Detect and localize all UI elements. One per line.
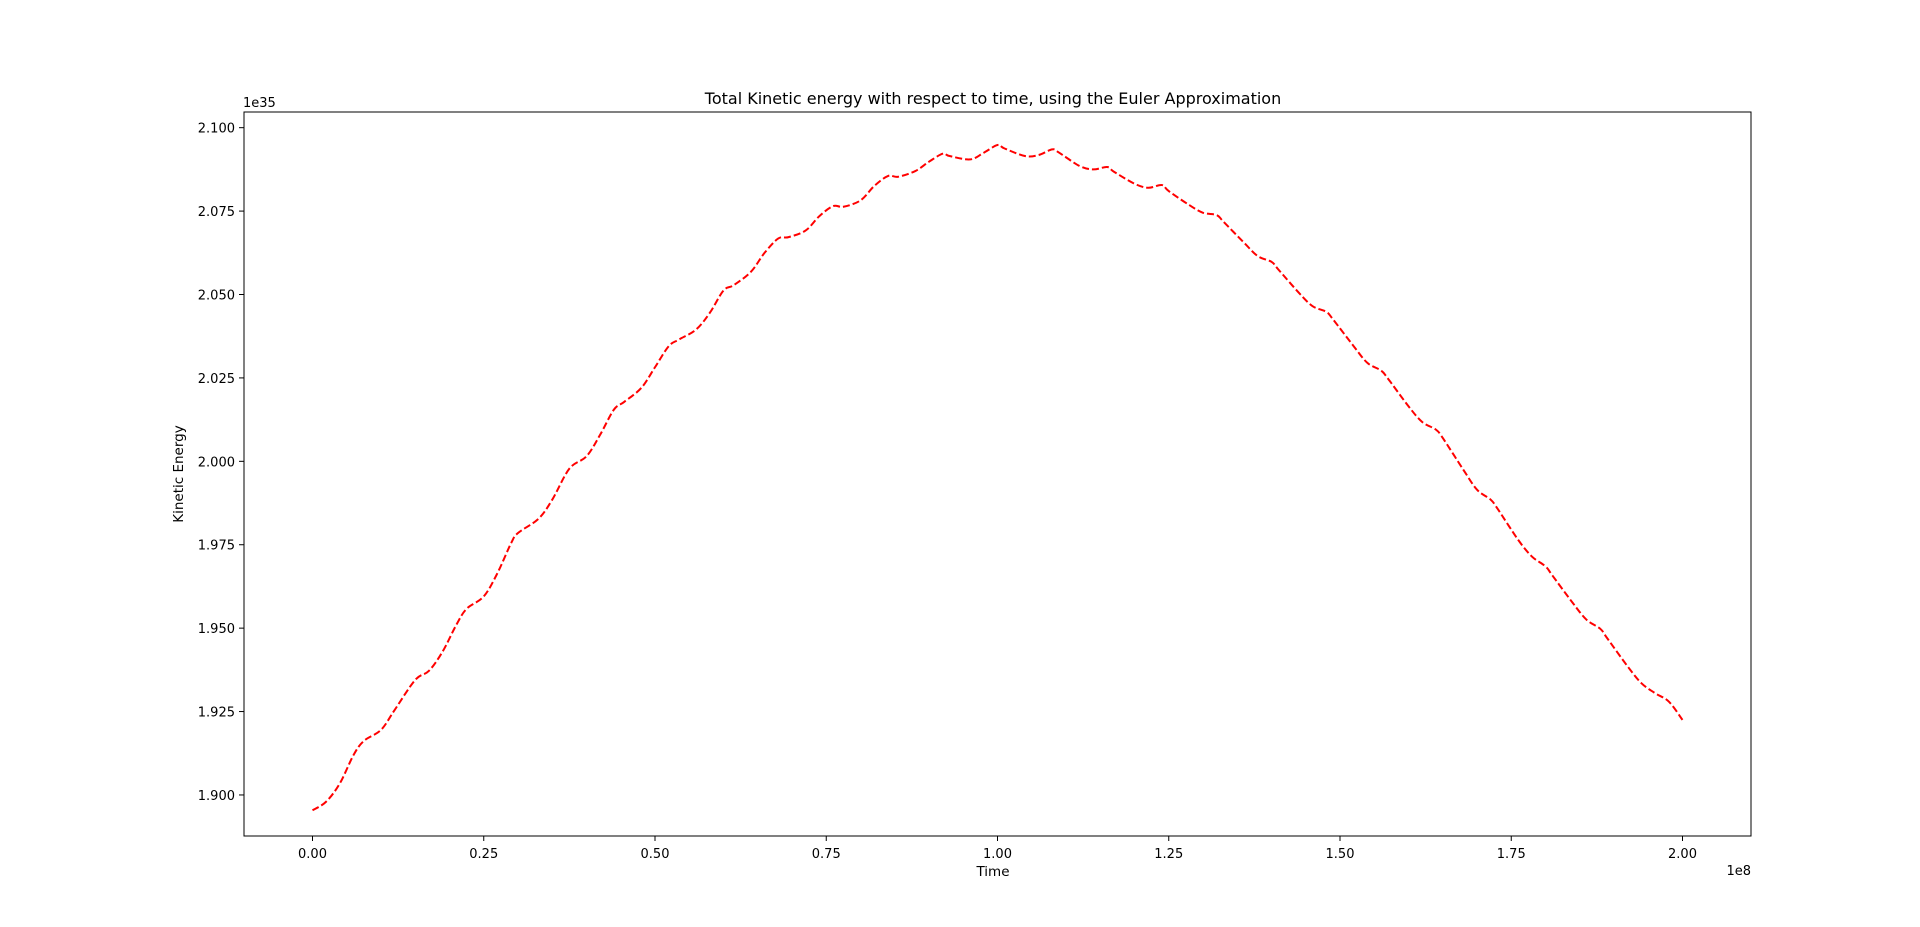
x-tick-label: 2.00 [1668, 847, 1697, 862]
y-tick-label: 1.900 [198, 789, 235, 804]
x-tick-label: 0.50 [641, 847, 670, 862]
x-axis-ticks: 0.00 0.25 0.50 0.75 1.00 1.25 1.50 1.75 2.00 [298, 836, 1697, 862]
y-tick-label: 2.025 [198, 372, 235, 387]
y-axis-label: Kinetic Energy [171, 425, 187, 523]
y-axis-ticks: 1.900 1.925 1.950 1.975 2.000 2.025 2.050 2.075… [198, 122, 244, 804]
x-tick-label: 1.50 [1326, 847, 1355, 862]
x-axis-label: Time [975, 864, 1009, 880]
x-tick-label: 0.25 [469, 847, 498, 862]
y-tick-label: 2.000 [198, 455, 235, 470]
y-tick-label: 1.950 [198, 622, 235, 637]
x-axis-offset-label: 1e8 [1726, 864, 1751, 879]
y-tick-label: 2.100 [198, 122, 235, 137]
x-tick-label: 1.00 [983, 847, 1012, 862]
x-tick-label: 1.25 [1154, 847, 1183, 862]
x-tick-label: 0.00 [298, 847, 327, 862]
y-tick-label: 2.075 [198, 205, 235, 220]
y-tick-label: 2.050 [198, 289, 235, 304]
y-axis-offset-label: 1e35 [243, 96, 276, 111]
y-tick-label: 1.975 [198, 539, 235, 554]
x-tick-label: 0.75 [812, 847, 841, 862]
y-tick-label: 1.925 [198, 706, 235, 721]
chart-title: Total Kinetic energy with respect to tim… [704, 89, 1281, 108]
x-tick-label: 1.75 [1497, 847, 1526, 862]
